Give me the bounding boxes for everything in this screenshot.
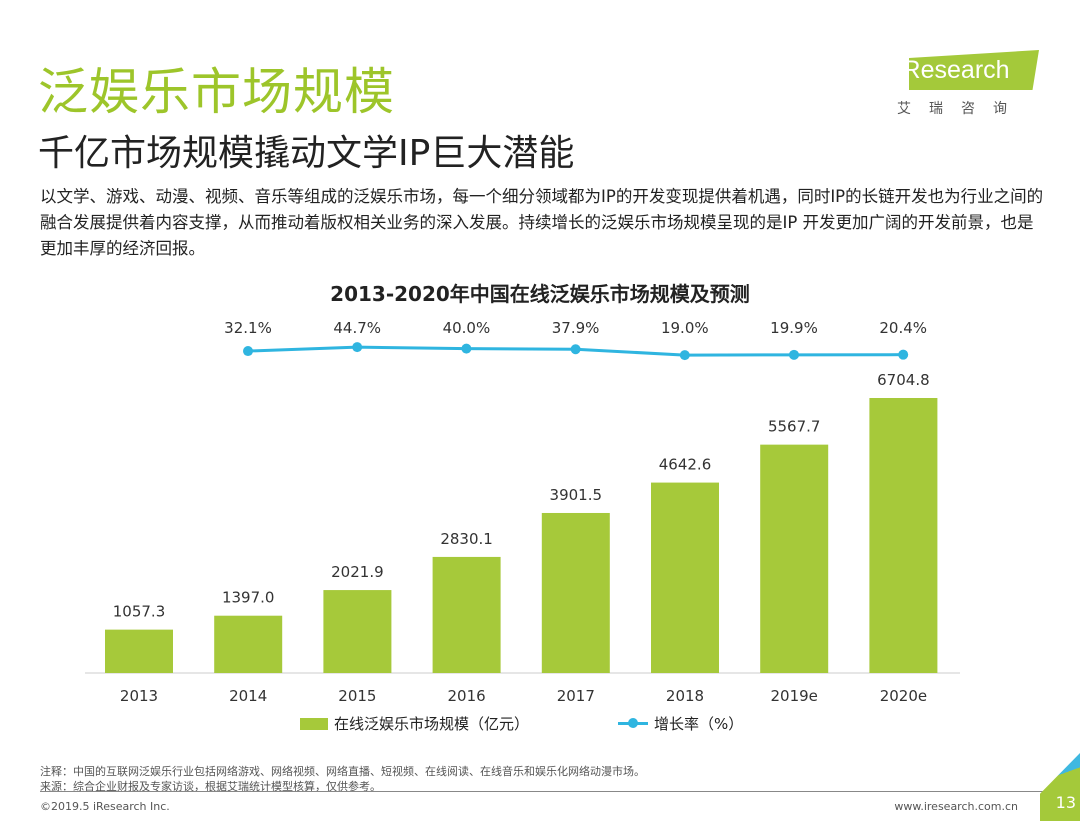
growth-point xyxy=(461,343,472,354)
legend-bar-label: 在线泛娱乐市场规模（亿元） xyxy=(334,715,530,733)
chart-source: 来源：综合企业财报及专家访谈，根据艾瑞统计模型核算，仅供参考。 xyxy=(40,780,381,793)
x-tick-label: 2020e xyxy=(880,687,927,705)
bar-value-label: 2830.1 xyxy=(440,530,493,548)
bar-value-label: 6704.8 xyxy=(877,371,930,389)
website-link[interactable]: www.iresearch.com.cn xyxy=(894,800,1018,813)
growth-label: 20.4% xyxy=(879,319,927,337)
growth-point xyxy=(570,344,581,355)
bar-value-label: 4642.6 xyxy=(659,456,712,474)
growth-label: 37.9% xyxy=(552,319,600,337)
growth-label: 19.0% xyxy=(661,319,709,337)
growth-point xyxy=(243,346,253,357)
x-tick-label: 2015 xyxy=(338,687,376,705)
bar-value-label: 1397.0 xyxy=(222,589,275,607)
page-subtitle: 千亿市场规模撬动文学IP巨大潜能 xyxy=(38,133,575,174)
logo-cn: 艾瑞咨询 xyxy=(897,101,1025,117)
x-tick-label: 2013 xyxy=(120,687,158,705)
chart-title: 2013-2020年中国在线泛娱乐市场规模及预测 xyxy=(330,282,750,306)
bar-value-label: 1057.3 xyxy=(113,603,166,621)
bar xyxy=(105,629,173,673)
body-text: 以文学、游戏、动漫、视频、音乐等组成的泛娱乐市场，每一个细分领域都为IP的开发变… xyxy=(40,187,1044,258)
growth-point xyxy=(898,349,909,360)
growth-point xyxy=(789,349,799,360)
growth-label: 40.0% xyxy=(443,319,491,337)
x-tick-label: 2019e xyxy=(770,687,817,705)
growth-point xyxy=(352,342,363,353)
divider xyxy=(40,791,1060,792)
growth-label: 19.9% xyxy=(770,319,818,337)
growth-label: 32.1% xyxy=(224,319,272,337)
bar-value-label: 2021.9 xyxy=(331,563,384,581)
iresearch-logo: iResearch 艾瑞咨询 xyxy=(895,48,1039,118)
bar xyxy=(760,444,829,673)
bar xyxy=(651,482,719,673)
x-tick-label: 2018 xyxy=(666,687,704,705)
bar-value-label: 5567.7 xyxy=(768,418,821,436)
x-tick-label: 2017 xyxy=(557,687,595,705)
legend-line: 增长率（%） xyxy=(618,713,743,734)
growth-label: 44.7% xyxy=(333,319,381,337)
legend-bar-swatch xyxy=(300,717,328,730)
bar xyxy=(432,556,501,673)
copyright: ©2019.5 iResearch Inc. xyxy=(40,800,170,813)
bar xyxy=(869,398,938,673)
bar xyxy=(214,615,283,673)
bar xyxy=(323,590,392,673)
bar-value-label: 3901.5 xyxy=(550,486,603,504)
x-tick-label: 2016 xyxy=(448,687,486,705)
legend-line-swatch xyxy=(618,718,648,728)
logo-text: iResearch xyxy=(897,56,1010,84)
bar xyxy=(541,512,610,673)
legend-line-label: 增长率（%） xyxy=(654,715,744,733)
page-title: 泛娱乐市场规模 xyxy=(38,63,395,121)
chart-note: 注释：中国的互联网泛娱乐行业包括网络游戏、网络视频、网络直播、短视频、在线阅读、… xyxy=(40,765,645,778)
legend-bar: 在线泛娱乐市场规模（亿元） xyxy=(300,713,529,734)
growth-point xyxy=(679,350,690,361)
x-tick-label: 2014 xyxy=(229,687,267,705)
